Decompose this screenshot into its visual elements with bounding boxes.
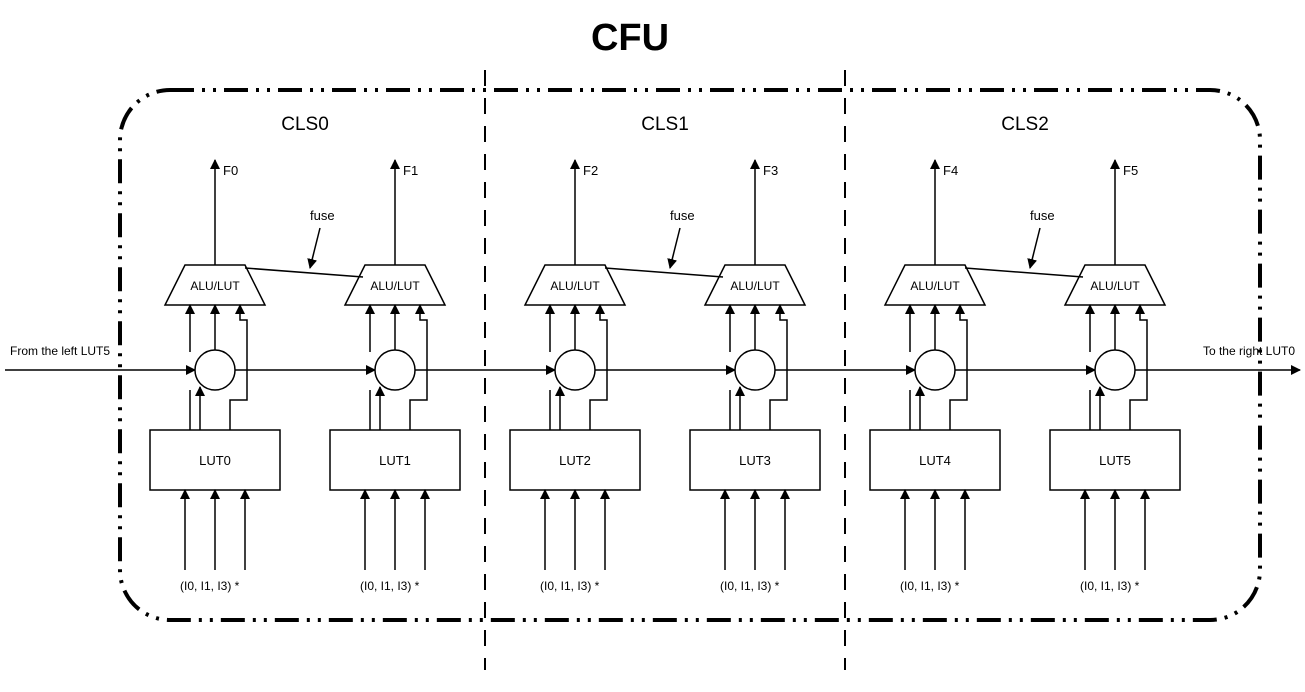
- cls-title: CLS1: [641, 114, 689, 135]
- fuse-link: [605, 268, 723, 277]
- output-label: F5: [1123, 163, 1138, 178]
- carry-node: [375, 350, 415, 390]
- carry-node: [1095, 350, 1135, 390]
- output-label: F2: [583, 163, 598, 178]
- cls-title: CLS0: [281, 114, 329, 135]
- lut-label: LUT5: [1099, 453, 1131, 468]
- input-label: (I0, I1, I3) *: [900, 579, 960, 593]
- fuse-label: fuse: [670, 208, 695, 223]
- input-label: (I0, I1, I3) *: [720, 579, 780, 593]
- output-label: F0: [223, 163, 238, 178]
- carry-node: [555, 350, 595, 390]
- fuse-arrow: [1030, 228, 1040, 268]
- input-label: (I0, I1, I3) *: [180, 579, 240, 593]
- alu-label: ALU/LUT: [550, 279, 600, 293]
- alu-label: ALU/LUT: [370, 279, 420, 293]
- cfu-border: [120, 90, 1260, 620]
- input-label: (I0, I1, I3) *: [360, 579, 420, 593]
- alu-label: ALU/LUT: [910, 279, 960, 293]
- input-label: (I0, I1, I3) *: [540, 579, 600, 593]
- lut-label: LUT4: [919, 453, 951, 468]
- output-label: F3: [763, 163, 778, 178]
- fuse-label: fuse: [310, 208, 335, 223]
- carry-node: [915, 350, 955, 390]
- left-input-label: From the left LUT5: [10, 344, 110, 358]
- alu-label: ALU/LUT: [1090, 279, 1140, 293]
- fuse-arrow: [670, 228, 680, 268]
- fuse-label: fuse: [1030, 208, 1055, 223]
- output-label: F1: [403, 163, 418, 178]
- input-label: (I0, I1, I3) *: [1080, 579, 1140, 593]
- fuse-arrow: [310, 228, 320, 268]
- carry-node: [735, 350, 775, 390]
- alu-label: ALU/LUT: [190, 279, 240, 293]
- right-output-label: To the right LUT0: [1203, 344, 1295, 358]
- fuse-link: [965, 268, 1083, 277]
- cls-title: CLS2: [1001, 114, 1049, 135]
- lut-label: LUT1: [379, 453, 411, 468]
- lut-label: LUT3: [739, 453, 771, 468]
- output-label: F4: [943, 163, 958, 178]
- alu-label: ALU/LUT: [730, 279, 780, 293]
- carry-node: [195, 350, 235, 390]
- fuse-link: [245, 268, 363, 277]
- diagram-title: CFU: [591, 17, 669, 59]
- lut-label: LUT2: [559, 453, 591, 468]
- lut-label: LUT0: [199, 453, 231, 468]
